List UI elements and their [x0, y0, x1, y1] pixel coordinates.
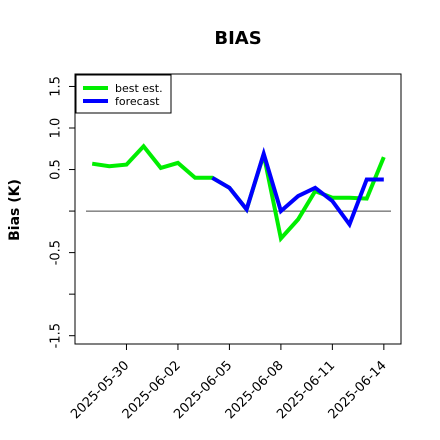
series-layer	[91, 143, 386, 243]
legend-label: forecast	[115, 95, 160, 108]
x-axis: 2025-05-302025-06-022025-06-052025-06-08…	[68, 344, 390, 422]
legend: best est.forecast	[75, 74, 172, 114]
series-line-forecast	[211, 146, 384, 229]
series-line-best-est	[91, 143, 386, 243]
chart-title: BIAS	[214, 28, 261, 49]
legend-label: best est.	[115, 82, 163, 95]
y-tick-label: 0.5	[49, 159, 64, 180]
y-tick-label: 1.5	[49, 76, 64, 97]
y-axis-label: Bias (K)	[7, 179, 23, 241]
plot-frame	[74, 73, 402, 345]
y-tick-label: 1.0	[49, 118, 64, 139]
y-axis: -1.5 -0.5 0.5 1.0 1.5	[49, 76, 75, 348]
y-tick-label: -0.5	[49, 240, 64, 265]
y-tick-label: -1.5	[49, 323, 64, 348]
legend-box	[75, 74, 172, 114]
